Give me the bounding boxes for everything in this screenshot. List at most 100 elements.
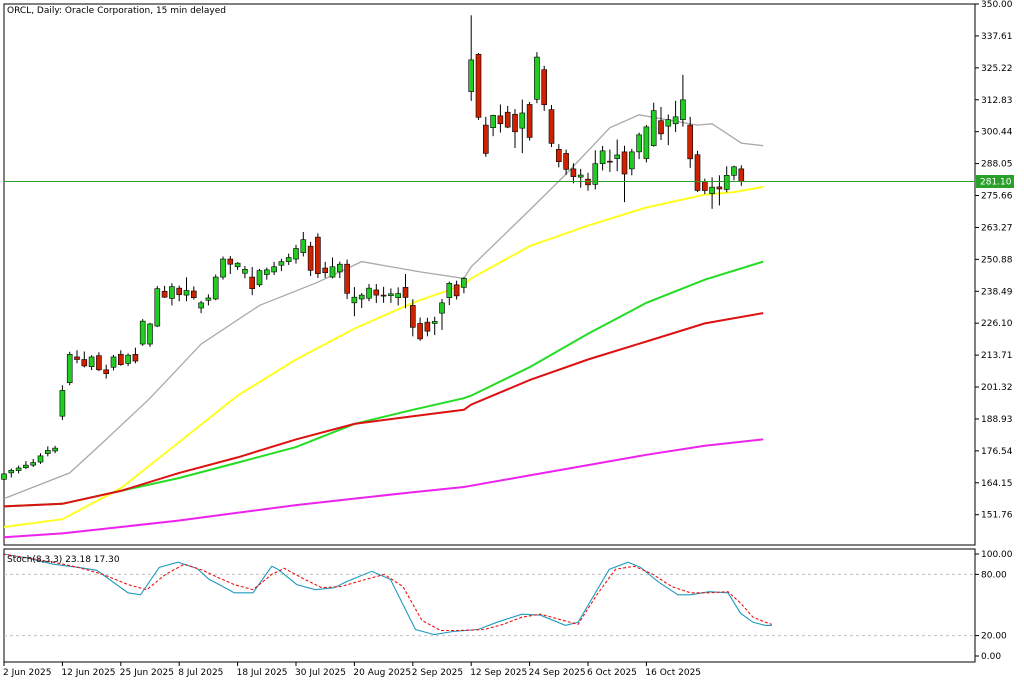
moving-average-line — [3, 260, 764, 508]
candle — [650, 102, 657, 147]
candle-body — [731, 166, 737, 176]
candle — [424, 317, 431, 337]
candle — [271, 261, 277, 276]
candle-body — [680, 99, 686, 120]
price-tick-label: 151.76 — [981, 511, 1013, 521]
candle-body — [453, 284, 460, 297]
candle-body — [482, 124, 489, 154]
candle-body — [548, 109, 555, 144]
candle-body — [110, 356, 117, 368]
candle-body — [66, 354, 73, 384]
candle — [417, 317, 423, 341]
time-tick-label: 30 Jul 2025 — [295, 668, 346, 678]
candle — [636, 132, 642, 160]
time-tick-label: 12 Sep 2025 — [470, 668, 527, 678]
candle-body — [96, 355, 102, 371]
stoch-tick-label: 0.00 — [981, 652, 1001, 662]
candle-body — [599, 150, 606, 165]
candle — [125, 353, 131, 366]
stoch-signal-line — [2, 553, 772, 632]
candle — [15, 465, 22, 474]
candle-body — [709, 186, 715, 194]
candle-body — [322, 267, 329, 273]
candle-body — [658, 120, 664, 135]
candle — [366, 284, 372, 302]
price-axis: 350.00 337.61 325.22 312.83 300.44 288.05 275.… — [975, 0, 1013, 521]
candle — [388, 288, 394, 303]
candle-body — [23, 464, 29, 469]
time-tick-label: 6 Oct 2025 — [587, 668, 637, 678]
price-tick-label: 312.83 — [981, 96, 1013, 106]
candle — [336, 261, 343, 279]
candle-body — [395, 293, 402, 298]
candle-body — [672, 116, 679, 125]
candle-body — [118, 354, 124, 365]
candle — [738, 165, 745, 186]
candle — [534, 52, 540, 104]
candle-body — [570, 168, 577, 177]
candle-body — [643, 126, 650, 159]
candle — [643, 125, 650, 163]
price-tick-label: 288.05 — [981, 160, 1013, 170]
candle-body — [103, 369, 109, 374]
candle — [395, 287, 402, 306]
time-tick-label: 24 Sep 2025 — [529, 668, 586, 678]
candle-body — [139, 320, 146, 345]
candle — [220, 256, 226, 280]
candle — [621, 145, 628, 203]
candle — [497, 104, 504, 133]
time-tick-label: 16 Oct 2025 — [645, 668, 701, 678]
candle — [118, 350, 124, 366]
price-tick-label: 350.00 — [981, 0, 1013, 10]
candle-body — [628, 151, 635, 170]
candle-body — [490, 114, 496, 128]
stoch-axis: 100.00 80.00 20.00 0.00 — [975, 550, 1013, 662]
candle — [88, 355, 95, 371]
candle-body — [687, 124, 694, 160]
candle-body — [176, 287, 182, 295]
stoch-tick-label: 80.00 — [981, 570, 1007, 580]
time-axis: 2 Jun 2025 12 Jun 2025 25 Jun 2025 8 Jul 20… — [3, 662, 701, 678]
moving-average-line — [3, 312, 764, 508]
candle-body — [388, 293, 394, 296]
candle — [161, 285, 168, 298]
candle — [431, 316, 438, 336]
candle-body — [1, 473, 7, 480]
candle-body — [198, 302, 204, 309]
candle-body — [534, 56, 540, 100]
stoch-panel-frame — [3, 548, 976, 663]
candle — [665, 114, 672, 146]
candle-body — [431, 321, 438, 324]
candle-body — [52, 447, 58, 452]
candle — [512, 109, 518, 149]
candle-body — [30, 462, 37, 466]
candle — [701, 178, 708, 195]
candle-body — [716, 186, 723, 190]
candle — [322, 261, 329, 278]
candle — [709, 177, 715, 209]
candle — [680, 74, 686, 127]
candle-body — [461, 278, 467, 288]
candle — [672, 100, 679, 133]
price-tick-label: 337.61 — [981, 32, 1013, 42]
candle-body — [37, 455, 44, 463]
candle-body — [81, 359, 88, 367]
candle-body — [607, 160, 613, 163]
candle-body — [497, 115, 504, 125]
candle — [526, 101, 533, 141]
candles — [1, 15, 745, 488]
candle-body — [256, 270, 263, 286]
candle-body — [8, 469, 15, 474]
candle-body — [315, 236, 321, 275]
time-tick-label: 12 Jun 2025 — [61, 668, 115, 678]
price-tick-label: 176.54 — [981, 447, 1013, 457]
candle — [358, 293, 365, 308]
candle-body — [373, 289, 380, 296]
candle-body — [417, 323, 423, 340]
candle — [307, 241, 314, 277]
current-price-badge — [976, 174, 1014, 188]
candle-body — [650, 110, 657, 146]
candle-body — [329, 266, 336, 278]
candle — [541, 65, 548, 111]
price-tick-label: 275.66 — [981, 192, 1013, 202]
